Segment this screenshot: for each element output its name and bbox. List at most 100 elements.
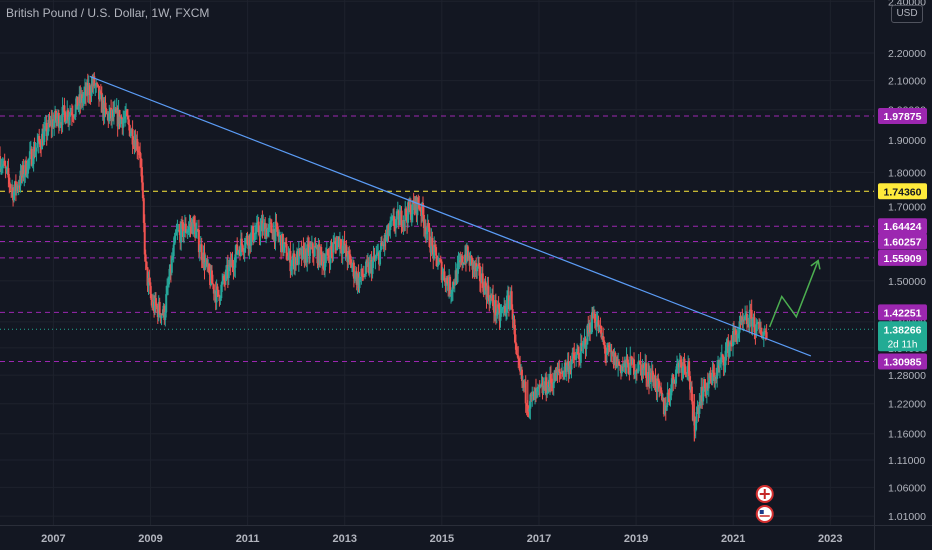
candle-body [224, 269, 227, 282]
candle-body [19, 170, 22, 186]
candle-body [560, 372, 563, 374]
candle-body [418, 204, 421, 208]
candle-body [259, 225, 262, 237]
candle-body [221, 281, 224, 285]
candle-body [284, 242, 287, 244]
candle-body [361, 268, 364, 277]
candle-body [136, 139, 139, 151]
candle-body [186, 230, 189, 233]
candle-body [748, 309, 751, 328]
candle-body [525, 403, 528, 406]
candle-body [23, 174, 26, 178]
candle-body [547, 381, 550, 394]
x-tick-label: 2015 [430, 533, 454, 545]
candle-body [441, 274, 444, 280]
x-tick-label: 2023 [818, 533, 842, 545]
candle-body [212, 284, 215, 294]
candle-body [568, 365, 571, 375]
x-tick-label: 2019 [624, 533, 648, 545]
candle-body [155, 305, 158, 307]
candle-body [204, 262, 207, 269]
candle-body [345, 245, 348, 257]
candle-body [123, 118, 126, 120]
candle-body [714, 377, 717, 381]
candle-body [446, 277, 449, 284]
candle-body [219, 298, 222, 302]
x-tick-label: 2011 [236, 533, 260, 545]
candle-body [703, 379, 706, 388]
candle-body [9, 184, 12, 188]
candle-body [395, 211, 398, 220]
candle-body [751, 318, 754, 327]
candle-body [591, 312, 594, 333]
candle-body [712, 369, 715, 373]
us-flag-icon[interactable] [755, 505, 774, 523]
candle-body [629, 356, 632, 375]
candle-body [451, 282, 454, 292]
level-label: 1.42251 [884, 307, 922, 319]
candle-body [424, 227, 427, 235]
candle-body [67, 110, 70, 120]
candle-body [428, 227, 431, 247]
candle-body [689, 376, 692, 390]
candle-body [439, 260, 442, 262]
projection-arrow[interactable] [768, 260, 819, 328]
candle-body [61, 106, 64, 125]
candle-body [436, 255, 438, 267]
candle-body [236, 244, 239, 255]
candle-body [555, 369, 558, 381]
candle-body [332, 243, 335, 253]
candle-body [301, 246, 304, 259]
candle-body [582, 340, 585, 346]
candle-body [499, 313, 502, 321]
candle-body [170, 258, 173, 273]
candle-body [684, 366, 687, 373]
currency-button[interactable]: USD [891, 5, 923, 23]
candle-body [217, 289, 220, 296]
candle-body [140, 167, 143, 183]
us-flag-canton [759, 510, 764, 514]
y-tick-label: 1.06000 [888, 482, 926, 494]
candle-body [635, 370, 638, 372]
trendline[interactable] [89, 75, 812, 357]
candle-body [278, 236, 281, 238]
candle-body [489, 295, 492, 305]
x-tick-label: 2007 [41, 533, 65, 545]
candle-body [46, 131, 49, 137]
candle-body [77, 106, 80, 110]
candle-body [515, 343, 518, 354]
candle-body [695, 412, 698, 424]
candle-body [233, 267, 236, 270]
candle-body [658, 381, 661, 389]
candle-body [311, 243, 314, 254]
candle-body [765, 332, 768, 339]
candle-body [409, 204, 412, 220]
candle-body [675, 369, 678, 384]
candle-body [401, 227, 404, 229]
y-tick-label: 1.22000 [888, 399, 926, 411]
candle-body [577, 353, 580, 360]
candle-body [193, 217, 196, 224]
candle-body [289, 250, 292, 272]
candle-body [17, 185, 20, 189]
candle-body [517, 355, 520, 359]
candle-body [728, 346, 731, 357]
candle-body [13, 191, 16, 201]
candle-body [352, 262, 355, 279]
candle-body [690, 386, 693, 402]
candle-body [440, 261, 443, 280]
candle-body [484, 281, 487, 288]
candle-body [666, 392, 669, 406]
candle-body [285, 243, 288, 260]
candle-body [705, 383, 708, 395]
candle-body [636, 371, 639, 373]
candle-body [660, 387, 663, 393]
candle-body [379, 250, 382, 265]
candle-body [172, 244, 175, 257]
candle-body [63, 105, 66, 113]
candle-body [34, 151, 37, 156]
candle-body [143, 222, 146, 255]
candle-body [363, 276, 366, 278]
candle-body [286, 259, 289, 261]
